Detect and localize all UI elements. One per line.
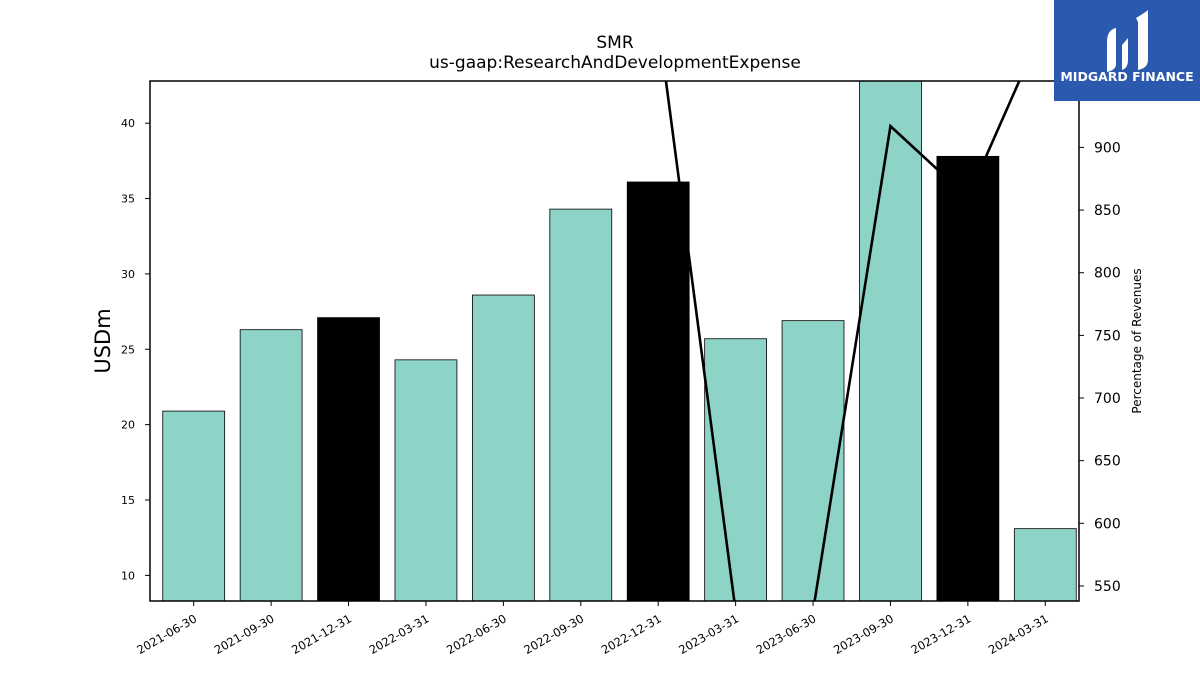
y2-tick-label: 850 [1094,203,1121,219]
bar-group [162,80,1077,602]
chart-subtitle: us-gaap:ResearchAndDevelopmentExpense [429,53,801,73]
bar-2024-03-31 [1013,528,1077,602]
x-tick-label: 2023-12-31 [908,611,973,657]
y-axis-left: 10 15 20 25 30 35 40 [121,117,150,582]
x-tick-label: 2022-06-30 [444,611,509,657]
x-tick-label: 2021-12-31 [289,611,354,657]
y-tick-label: 35 [121,193,135,206]
y-axis-right: 550 600 650 700 750 800 850 900 [1079,140,1121,595]
x-tick-label: 2023-03-31 [676,611,741,657]
bar-2021-12-31 [317,317,380,602]
x-tick-label: 2022-09-30 [521,611,586,657]
bar-2022-06-30 [472,294,535,602]
x-tick-label: 2021-06-30 [134,611,199,657]
bar-2021-06-30 [162,410,226,602]
x-tick-label: 2024-03-31 [986,611,1051,657]
bar-2023-09-30 [859,80,922,602]
y-tick-label: 10 [121,569,135,582]
percentage-of-revenues-line [664,81,1021,601]
x-tick-label: 2022-03-31 [367,611,432,657]
y2-tick-label: 550 [1094,579,1121,595]
y-tick-label: 20 [121,419,135,432]
chart-title: SMR [596,33,633,53]
x-tick-label: 2023-09-30 [831,611,896,657]
logo-mark-icon [1107,10,1148,72]
logo-text: MIDGARD FINANCE [1060,69,1193,84]
y2-tick-label: 700 [1094,391,1121,407]
y-axis-label: USDm [91,308,115,373]
brand-logo: MIDGARD FINANCE [1054,0,1200,101]
percentage-line-group [664,81,1021,601]
y2-tick-label: 800 [1094,266,1121,282]
x-tick-label: 2021-09-30 [212,611,277,657]
bar-2023-06-30 [781,320,845,602]
y2-axis-label: Percentage of Revenues [1130,268,1144,413]
y-tick-label: 30 [121,268,135,281]
bar-2023-12-31 [936,155,1000,602]
bar-2021-09-30 [239,329,303,602]
bar-2022-09-30 [549,208,613,602]
x-tick-label: 2023-06-30 [754,611,819,657]
y2-tick-label: 900 [1094,140,1121,156]
bar-2022-03-31 [394,359,458,602]
plot-frame [149,80,1080,602]
bar-2022-12-31 [626,181,690,602]
y2-tick-label: 750 [1094,328,1121,344]
midgard-finance-logo: MIDGARD FINANCE [1054,0,1200,101]
x-tick-label: 2022-12-31 [599,611,664,657]
y2-tick-label: 650 [1094,454,1121,470]
y-tick-label: 15 [121,494,135,507]
y-tick-label: 40 [121,117,135,130]
x-axis: 2021-06-30 2021-09-30 2021-12-31 2022-03-31… [134,601,1051,657]
y-tick-label: 25 [121,343,135,356]
bar-2023-03-31 [704,338,767,602]
y2-tick-label: 600 [1094,516,1121,532]
